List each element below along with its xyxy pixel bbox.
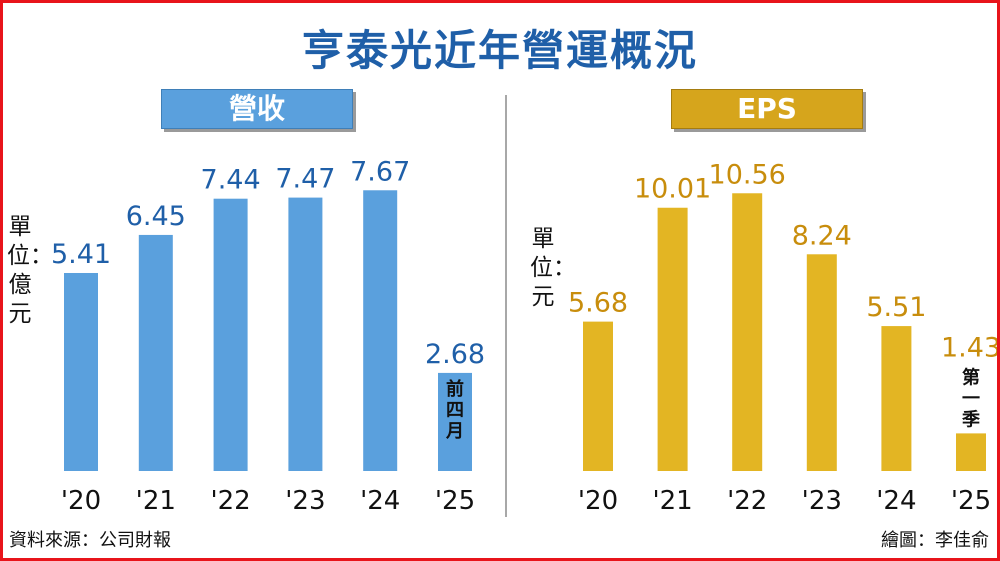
eps-bar-3 — [806, 254, 837, 471]
revenue-bar-4 — [363, 190, 398, 471]
eps-bar-chart: 5.68 '20 10.01 '21 10.56 '22 8.24 '23 5.51 '24 第一季… — [568, 159, 997, 516]
main-title: 亨泰光近年營運概況 — [301, 26, 698, 75]
revenue-tick-label-1: '21 — [136, 486, 176, 516]
revenue-bar-note-char-0: 前 — [446, 378, 464, 400]
revenue-tick-label-5: '25 — [435, 486, 475, 516]
revenue-bar-note-char-2: 月 — [445, 421, 464, 442]
revenue-bar-1 — [138, 234, 173, 471]
revenue-bar-5 — [438, 372, 472, 471]
revenue-panel-label: 營收 — [161, 89, 353, 129]
revenue-value-label-2: 7.44 — [201, 165, 261, 196]
eps-bar-note-char-1: 一 — [962, 388, 980, 409]
eps-bar-2 — [732, 193, 763, 471]
revenue-value-label-0: 5.41 — [51, 239, 111, 270]
eps-panel-label: EPS — [671, 89, 863, 129]
revenue-bar-note-char-1: 四 — [446, 400, 464, 421]
eps-tick-label-4: '24 — [876, 486, 916, 516]
revenue-bar-2 — [213, 198, 248, 472]
revenue-tick-label-0: '20 — [61, 486, 101, 516]
revenue-bar-3 — [288, 197, 323, 471]
revenue-value-label-5: 2.68 — [425, 339, 485, 370]
eps-tick-label-2: '22 — [727, 486, 767, 516]
revenue-tick-label-3: '23 — [285, 486, 325, 516]
revenue-bar-0 — [64, 272, 98, 471]
eps-value-label-0: 5.68 — [568, 288, 628, 319]
eps-bar-4 — [881, 326, 912, 471]
revenue-value-label-3: 7.47 — [275, 164, 335, 195]
eps-value-label-5: 1.43 — [941, 332, 997, 363]
revenue-value-label-1: 6.45 — [126, 201, 186, 232]
eps-value-label-2: 10.56 — [709, 159, 786, 190]
eps-bar-5 — [956, 433, 986, 471]
eps-tick-label-0: '20 — [578, 486, 618, 516]
revenue-tick-label-2: '22 — [210, 486, 250, 516]
eps-tick-label-5: '25 — [951, 486, 991, 516]
eps-value-label-3: 8.24 — [792, 220, 852, 251]
data-source: 資料來源：公司財報 — [9, 530, 171, 551]
panel-divider — [505, 95, 507, 517]
eps-tick-label-3: '23 — [802, 486, 842, 516]
eps-bar-0 — [583, 321, 613, 471]
eps-bar-1 — [657, 207, 688, 471]
eps-value-label-4: 5.51 — [866, 292, 926, 323]
eps-bar-note-char-2: 季 — [962, 409, 980, 430]
eps-value-label-1: 10.01 — [634, 174, 711, 205]
revenue-value-label-4: 7.67 — [350, 156, 410, 187]
eps-bar-note-char-0: 第 — [962, 366, 980, 388]
graphic-credit: 繪圖：李佳俞 — [881, 530, 989, 551]
revenue-bar-chart: 5.41 '20 6.45 '21 7.44 '22 7.47 '23 7.67 '24 前四月 2.… — [51, 156, 485, 516]
eps-tick-label-1: '21 — [652, 486, 692, 516]
revenue-tick-label-4: '24 — [360, 486, 400, 516]
